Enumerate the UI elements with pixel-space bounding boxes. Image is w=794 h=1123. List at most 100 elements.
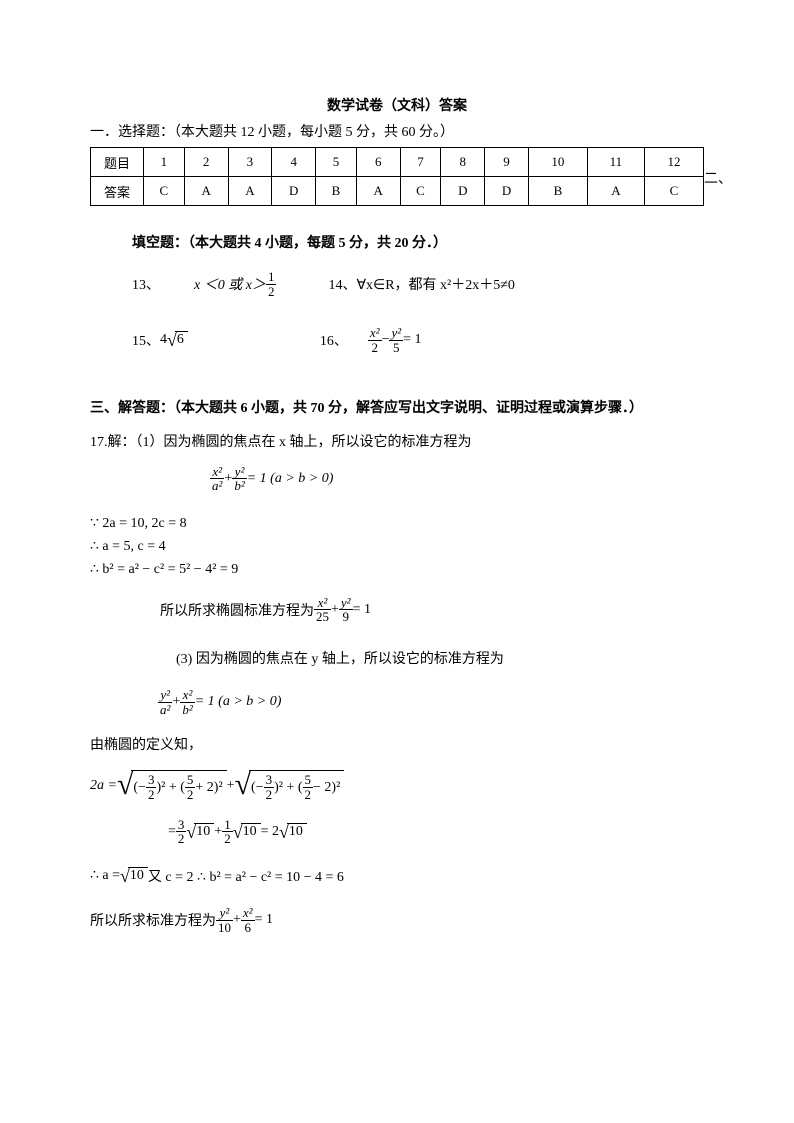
col-num: 3 — [228, 148, 272, 177]
rad-arg: 10 — [241, 823, 261, 841]
frac-num: 3 — [146, 773, 157, 787]
frac-num: y² — [339, 596, 353, 610]
plus-icon: + — [172, 694, 180, 710]
line-result1: 所以所求椭圆标准方程为 x²25 + y²9 = 1 — [160, 596, 704, 624]
sqrt-icon: √6 — [167, 331, 188, 349]
frac-num: y² — [232, 465, 246, 479]
q13-frac: 1 2 — [266, 270, 277, 298]
q13-label: 13、 — [132, 274, 160, 294]
q16-frac2: y² 5 — [389, 326, 403, 354]
section3-heading: 三、解答题：（本大题共 6 小题，共 70 分，解答应写出文字说明、证明过程或演… — [90, 397, 704, 417]
frac-den: 2 — [368, 340, 382, 355]
q16-label: 16、 — [320, 330, 348, 350]
frac-num: 3 — [264, 773, 275, 787]
rad-arg: 10 — [194, 823, 214, 841]
section2-marker: 二、 — [704, 168, 732, 188]
frac-den: 2 — [264, 787, 275, 802]
q13-text: x ＜0 或 x＞ — [194, 274, 266, 294]
eq-mid: = 2 — [261, 824, 279, 840]
eq-2a-big: 2a = √ (−32)² + (52 + 2)² + √ (−32)² + (… — [90, 770, 704, 801]
ans-cell: B — [528, 177, 587, 206]
plus-icon: + — [233, 912, 241, 928]
frac-den: 2 — [266, 284, 277, 299]
row-label: 题目 — [91, 148, 144, 177]
frac-num: x² — [368, 326, 382, 340]
frac-num: y² — [158, 688, 172, 702]
eq-tail: = 1 — [255, 912, 273, 928]
frac-num: x² — [210, 465, 224, 479]
ans-cell: B — [316, 177, 357, 206]
q16-frac1: x² 2 — [368, 326, 382, 354]
frac-num: 3 — [176, 818, 187, 832]
line-b2: ∴ b² = a² − c² = 5² − 4² = 9 — [90, 561, 704, 578]
col-num: 4 — [272, 148, 316, 177]
ans-cell: C — [144, 177, 185, 206]
concl-a: ∴ a = — [90, 867, 120, 884]
frac-num: x² — [314, 596, 331, 610]
col-num: 12 — [644, 148, 703, 177]
table-row: 答案 C A A D B A C D D B A C — [91, 177, 704, 206]
q14-text: ∀x∈R，都有 x²＋2x＋5≠0 — [356, 274, 515, 294]
q14-label: 14、 — [328, 274, 356, 294]
page-title: 数学试卷（文科）答案 — [90, 95, 704, 115]
ans-cell: C — [644, 177, 703, 206]
frac-num: 5 — [303, 773, 314, 787]
frac-den: 2 — [303, 787, 314, 802]
fill-row-15-16: 15、 4 √6 16、 x² 2 − y² 5 = 1 — [132, 326, 704, 354]
q15-label: 15、 — [132, 330, 160, 350]
frac-den: b² — [232, 478, 246, 493]
concl-rest: 又 c = 2 ∴ b² = a² − c² = 10 − 4 = 6 — [148, 866, 344, 886]
col-num: 2 — [184, 148, 228, 177]
line-a5: ∴ a = 5, c = 4 — [90, 538, 704, 555]
col-num: 9 — [485, 148, 529, 177]
ans-cell: A — [587, 177, 644, 206]
plus-icon: + — [214, 824, 222, 840]
line-2a: ∵ 2a = 10, 2c = 8 — [90, 515, 704, 532]
ans-cell: A — [184, 177, 228, 206]
frac-den: a² — [158, 702, 172, 717]
ans-cell: D — [441, 177, 485, 206]
fill-row-13-14: 13、 x ＜0 或 x＞ 1 2 14、 ∀x∈R，都有 x²＋2x＋5≠0 — [132, 270, 704, 298]
eq-conclusion: ∴ a = √10 又 c = 2 ∴ b² = a² − c² = 10 − … — [90, 866, 704, 886]
col-num: 5 — [316, 148, 357, 177]
section2-heading: 填空题：（本大题共 4 小题，每题 5 分，共 20 分．） — [132, 232, 704, 252]
ans-cell: D — [272, 177, 316, 206]
ans-cell: D — [485, 177, 529, 206]
ans-label: 答案 — [91, 177, 144, 206]
col-num: 1 — [144, 148, 185, 177]
eq-ellipse1: x²a² + y²b² = 1 (a > b > 0) — [210, 465, 704, 493]
def-line: 由椭圆的定义知， — [90, 734, 704, 754]
ans-cell: A — [356, 177, 400, 206]
frac-den: 25 — [314, 609, 331, 624]
plus-icon: + — [331, 602, 339, 618]
frac-den: a² — [210, 478, 224, 493]
col-num: 7 — [400, 148, 441, 177]
frac-den: b² — [180, 702, 194, 717]
frac-num: x² — [180, 688, 194, 702]
frac-den: 10 — [216, 920, 233, 935]
rad-arg: 10 — [128, 867, 148, 885]
eq-tail: = 1 — [353, 602, 371, 618]
result1-pre: 所以所求椭圆标准方程为 — [160, 600, 314, 620]
plus-icon: + — [227, 778, 235, 794]
col-num: 11 — [587, 148, 644, 177]
sqrt-icon: √ (−32)² + (52 − 2)² — [235, 770, 345, 801]
frac-den: 9 — [339, 609, 353, 624]
final-pre: 所以所求标准方程为 — [90, 910, 216, 930]
answer-table: 题目 1 2 3 4 5 6 7 8 9 10 11 12 答案 C A A D… — [90, 147, 704, 206]
frac-den: 2 — [185, 787, 196, 802]
frac-num: 1 — [222, 818, 233, 832]
sqrt-icon: √ (−32)² + (52 + 2)² — [117, 770, 227, 801]
frac-num: 1 — [266, 270, 277, 284]
rad-arg: 10 — [287, 823, 307, 841]
q17-intro: 17.解：（1）因为椭圆的焦点在 x 轴上，所以设它的标准方程为 — [90, 431, 704, 451]
col-num: 6 — [356, 148, 400, 177]
frac-num: y² — [216, 906, 233, 920]
eq-tail: = 1 — [403, 332, 421, 348]
minus-icon: − — [382, 332, 390, 348]
frac-num: 5 — [185, 773, 196, 787]
frac-den: 5 — [389, 340, 403, 355]
q15-coef: 4 — [160, 332, 167, 348]
table-row: 题目 1 2 3 4 5 6 7 8 9 10 11 12 — [91, 148, 704, 177]
frac-den: 2 — [176, 831, 187, 846]
